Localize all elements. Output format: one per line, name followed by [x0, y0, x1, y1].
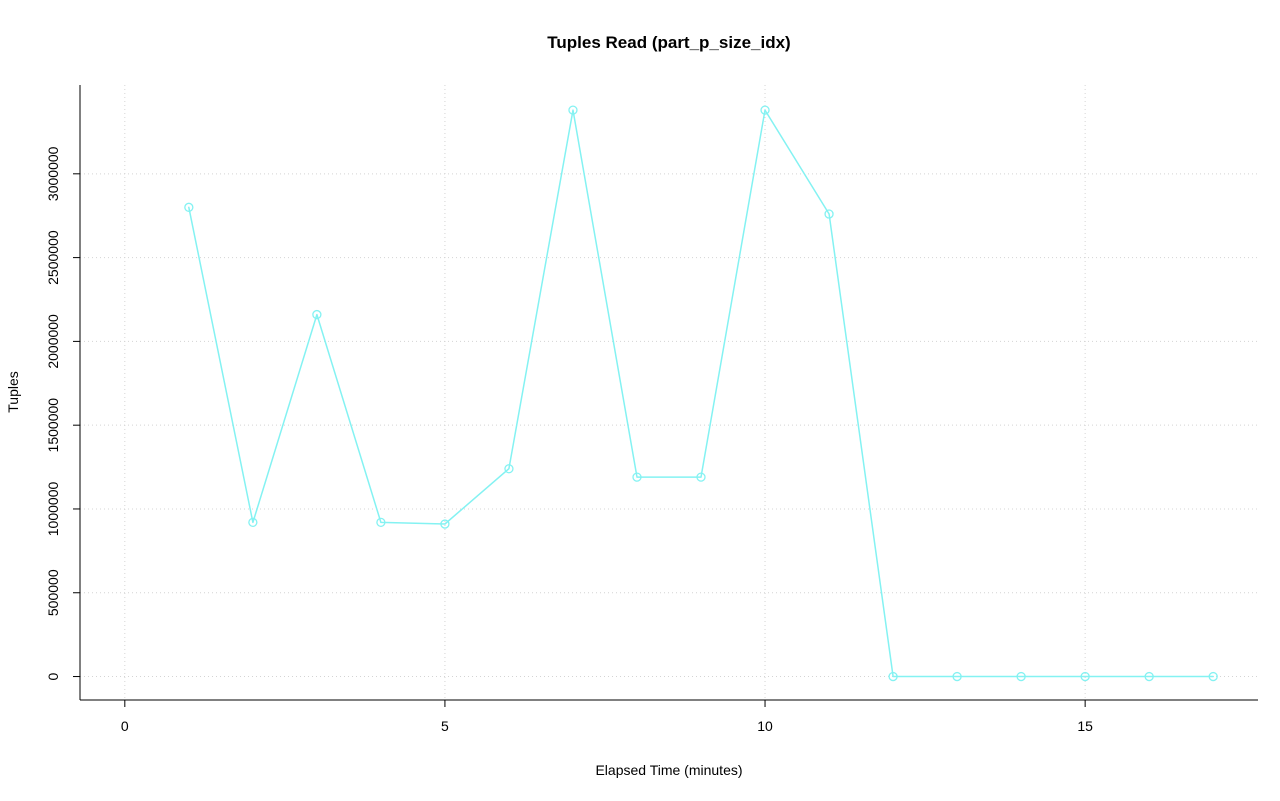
data-point-marker [504, 464, 514, 474]
y-tick-label: 500000 [45, 569, 61, 616]
data-point-marker [760, 105, 770, 115]
data-point-marker [1144, 671, 1154, 682]
data-point-marker [376, 517, 386, 528]
data-point-marker [1080, 671, 1090, 682]
chart-title: Tuples Read (part_p_size_idx) [547, 33, 790, 52]
y-tick-label: 0 [45, 672, 61, 680]
data-point-marker [888, 671, 898, 682]
y-tick-label: 1500000 [45, 398, 61, 453]
axis-ticks [73, 173, 1086, 707]
x-axis-label: Elapsed Time (minutes) [595, 762, 742, 778]
data-point-marker [696, 472, 706, 482]
data-point-marker [248, 517, 258, 528]
gridlines [80, 85, 1258, 700]
data-point-marker [1208, 671, 1218, 682]
data-point-marker [184, 202, 194, 212]
data-point-marker [824, 209, 834, 219]
x-tick-label: 15 [1077, 718, 1093, 734]
data-point-marker [1016, 671, 1026, 682]
y-axis-label: Tuples [5, 371, 21, 413]
data-point-markers [184, 105, 1218, 682]
y-tick-label: 2500000 [45, 230, 61, 285]
x-tick-label: 0 [121, 718, 129, 734]
data-series-line [188, 109, 1214, 678]
data-point-marker [568, 105, 578, 115]
y-tick-label: 2000000 [45, 314, 61, 369]
x-tick-label: 5 [441, 718, 449, 734]
y-tick-label: 3000000 [45, 146, 61, 201]
x-tick-label: 10 [757, 718, 773, 734]
data-point-marker [952, 671, 962, 682]
data-point-marker [632, 472, 642, 482]
data-point-marker [312, 309, 322, 320]
data-point-marker [440, 519, 450, 529]
y-tick-label: 1000000 [45, 482, 61, 537]
axes [79, 85, 1258, 701]
axis-tick-labels: 0 5 10 15 0 500000 1000000 1500000 2000000 250000… [45, 146, 1093, 734]
